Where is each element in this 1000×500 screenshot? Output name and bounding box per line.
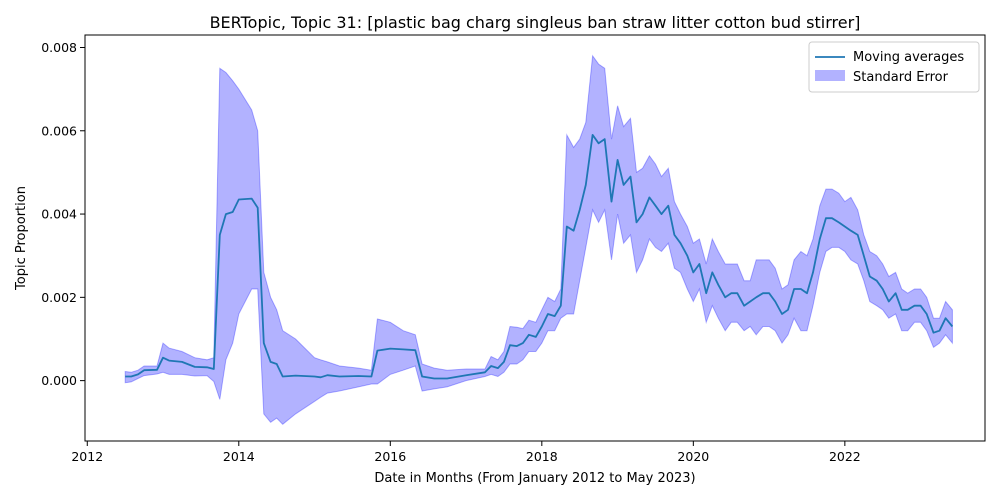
x-axis: 2012 2014 2016 2018 2020 2022	[71, 441, 861, 464]
x-tick-label: 2022	[829, 449, 861, 464]
axes-frame	[84, 34, 986, 442]
moving-averages-line	[125, 134, 954, 380]
y-axis-label: Topic Proportion	[14, 186, 29, 291]
y-axis: 0.000 0.002 0.004 0.006 0.008	[41, 40, 85, 388]
y-tick-label: 0.000	[41, 373, 77, 388]
legend-band-swatch	[815, 70, 845, 81]
legend-label-standard-error: Standard Error	[853, 70, 949, 85]
y-tick-label: 0.002	[41, 290, 77, 305]
standard-error-band	[124, 54, 953, 425]
x-tick-label: 2018	[526, 449, 558, 464]
y-tick-label: 0.006	[41, 123, 77, 138]
y-tick-label: 0.004	[41, 207, 77, 222]
legend-box	[808, 41, 980, 93]
x-tick-label: 2016	[374, 449, 406, 464]
plot-area	[124, 54, 954, 425]
y-tick-label: 0.008	[41, 40, 77, 55]
chart-title: BERTopic, Topic 31: [plastic bag charg s…	[210, 13, 861, 32]
x-tick-label: 2012	[71, 449, 103, 464]
legend-label-moving-averages: Moving averages	[853, 50, 964, 65]
x-axis-label: Date in Months (From January 2012 to May…	[374, 471, 695, 486]
x-tick-label: 2014	[223, 449, 255, 464]
legend: Moving averages Standard Error	[808, 41, 980, 93]
x-tick-label: 2020	[677, 449, 709, 464]
